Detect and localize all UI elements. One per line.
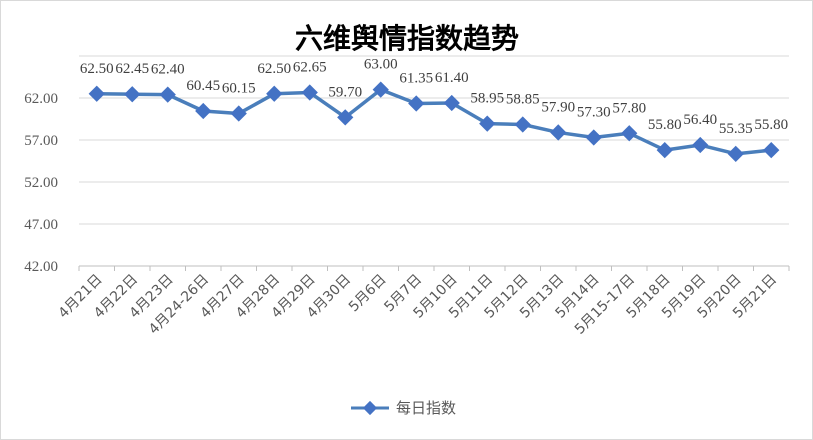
data-point bbox=[230, 105, 247, 122]
data-label: 62.65 bbox=[293, 60, 327, 76]
data-label: 60.45 bbox=[186, 78, 220, 94]
data-label: 60.15 bbox=[222, 81, 256, 97]
data-point bbox=[124, 86, 141, 103]
data-label: 62.45 bbox=[115, 61, 149, 77]
data-point bbox=[585, 129, 602, 146]
data-label: 55.35 bbox=[719, 121, 753, 137]
data-point bbox=[550, 124, 567, 141]
data-label: 55.80 bbox=[648, 117, 682, 133]
data-point bbox=[408, 95, 425, 112]
y-tick-label: 47.00 bbox=[24, 217, 58, 233]
data-label: 61.40 bbox=[435, 70, 469, 86]
x-axis-ticks: 4月21日4月22日4月23日4月24-26日4月27日4月28日4月29日4月… bbox=[56, 272, 781, 338]
data-point bbox=[656, 141, 673, 159]
data-label: 56.40 bbox=[683, 112, 717, 128]
y-tick-label: 52.00 bbox=[24, 175, 58, 191]
data-point bbox=[479, 115, 496, 132]
data-label: 58.85 bbox=[506, 91, 540, 107]
data-point bbox=[337, 109, 354, 126]
data-label: 62.50 bbox=[80, 61, 114, 77]
data-label: 59.70 bbox=[328, 84, 362, 100]
data-label: 62.50 bbox=[257, 61, 291, 77]
data-point bbox=[621, 125, 638, 142]
legend: 每日指数 bbox=[351, 399, 456, 417]
series-markers bbox=[88, 81, 780, 162]
legend-label: 每日指数 bbox=[396, 399, 456, 417]
data-label: 57.30 bbox=[577, 104, 611, 120]
y-tick-label: 42.00 bbox=[24, 259, 58, 275]
data-point bbox=[372, 81, 389, 98]
data-point bbox=[692, 136, 709, 154]
data-label: 57.80 bbox=[612, 100, 646, 116]
y-tick-label: 62.00 bbox=[24, 91, 58, 107]
chart-title: 六维舆情指数趋势 bbox=[295, 22, 519, 55]
data-label: 61.35 bbox=[399, 70, 433, 86]
x-tick-label: 5月6日 bbox=[346, 272, 390, 316]
data-label: 57.90 bbox=[541, 99, 575, 115]
data-label: 55.80 bbox=[754, 117, 788, 133]
data-point bbox=[727, 145, 744, 162]
data-point bbox=[443, 94, 460, 112]
legend-marker-swatch bbox=[362, 400, 378, 416]
data-label: 58.95 bbox=[470, 91, 504, 107]
gridlines bbox=[79, 55, 789, 225]
data-point bbox=[266, 85, 283, 102]
data-point bbox=[763, 141, 780, 159]
y-tick-label: 57.00 bbox=[24, 133, 58, 149]
data-label: 63.00 bbox=[364, 57, 398, 73]
y-axis-ticks: 42.00 47.00 52.00 57.00 62.00 bbox=[24, 91, 58, 275]
data-point bbox=[88, 85, 105, 102]
data-point bbox=[301, 84, 318, 101]
x-axis bbox=[78, 265, 790, 271]
data-label: 62.40 bbox=[151, 62, 185, 78]
data-point bbox=[159, 86, 176, 103]
data-point bbox=[514, 116, 531, 133]
data-point bbox=[195, 102, 212, 120]
